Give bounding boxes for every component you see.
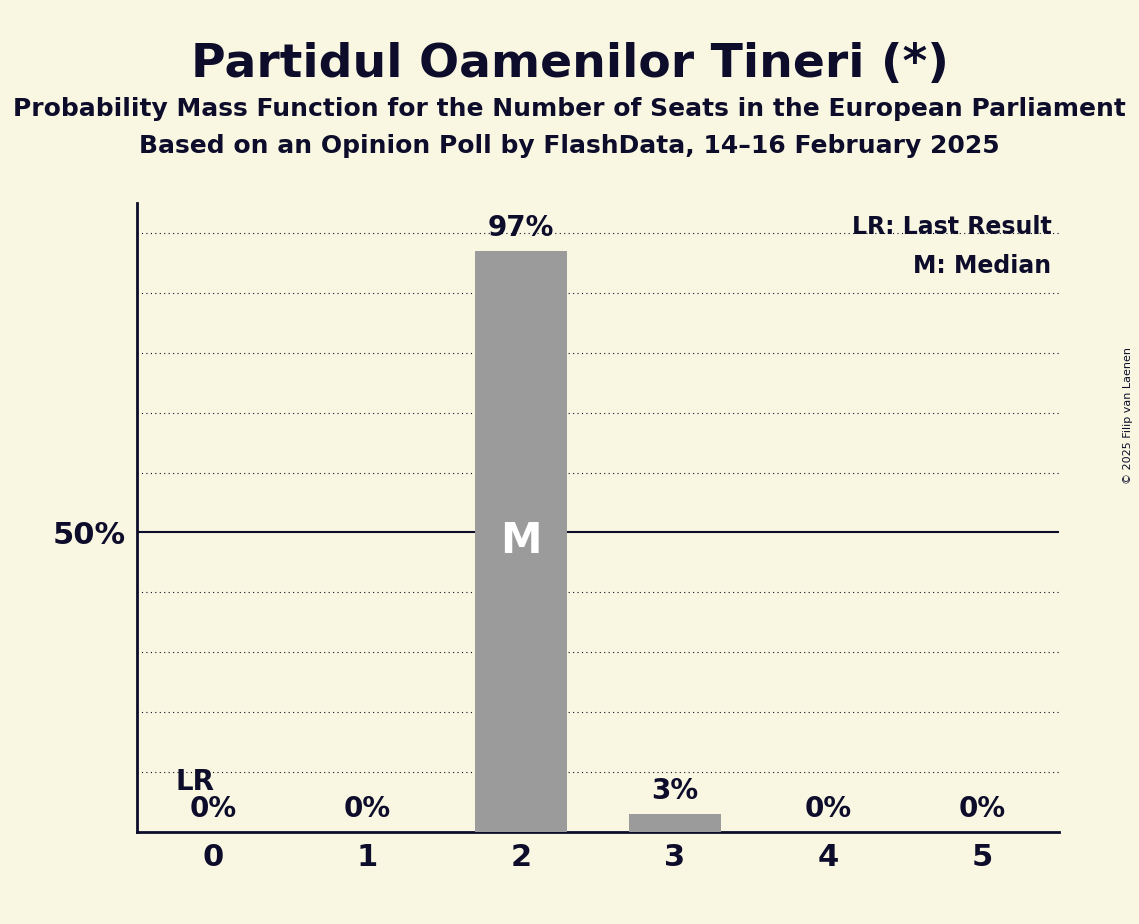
Text: 3%: 3% bbox=[652, 777, 698, 805]
Text: © 2025 Filip van Laenen: © 2025 Filip van Laenen bbox=[1123, 347, 1133, 484]
Text: LR: Last Result: LR: Last Result bbox=[852, 215, 1051, 239]
Text: LR: LR bbox=[175, 768, 214, 796]
Text: Based on an Opinion Poll by FlashData, 14–16 February 2025: Based on an Opinion Poll by FlashData, 1… bbox=[139, 134, 1000, 158]
Text: M: M bbox=[500, 520, 542, 563]
Text: 97%: 97% bbox=[487, 214, 555, 242]
Text: Partidul Oamenilor Tineri (*): Partidul Oamenilor Tineri (*) bbox=[190, 42, 949, 87]
Text: 0%: 0% bbox=[190, 795, 237, 822]
Text: M: Median: M: Median bbox=[913, 254, 1051, 278]
Text: Probability Mass Function for the Number of Seats in the European Parliament: Probability Mass Function for the Number… bbox=[13, 97, 1126, 121]
Text: 0%: 0% bbox=[959, 795, 1006, 822]
Bar bbox=[475, 251, 567, 832]
Text: 0%: 0% bbox=[805, 795, 852, 822]
Bar bbox=[629, 814, 721, 832]
Text: 0%: 0% bbox=[344, 795, 391, 822]
